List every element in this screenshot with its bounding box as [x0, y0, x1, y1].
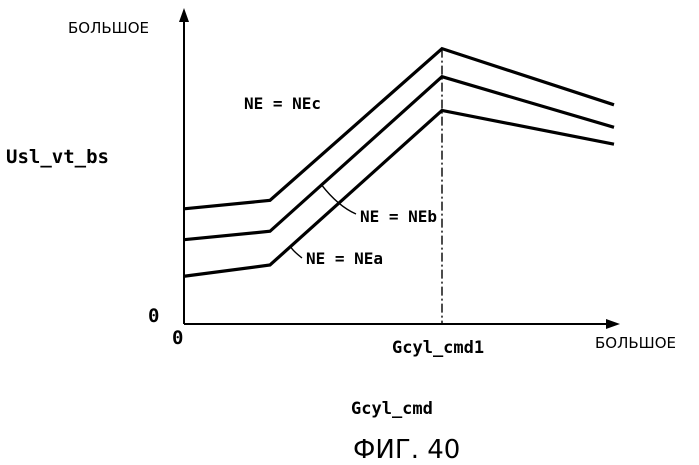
leader-line-neb	[321, 184, 357, 215]
y-axis-end-label: БОЛЬШОЕ	[68, 19, 149, 37]
series-label-nec: NE = NEc	[244, 94, 321, 113]
series-label-neb: NE = NEb	[360, 207, 437, 226]
leader-group	[289, 184, 357, 259]
y-axis-label: Usl_vt_bs	[6, 146, 109, 168]
leader-line-nea	[289, 246, 303, 259]
x-axis-arrow	[606, 319, 620, 329]
x-origin-label: 0	[172, 327, 183, 349]
series-line-nea	[183, 108, 615, 278]
series-line-nec	[183, 46, 615, 211]
series-group	[183, 46, 615, 278]
series-line-neb	[183, 74, 615, 242]
series-label-nea: NE = NEa	[306, 249, 383, 268]
gcyl-cmd1-tick-label: Gcyl_cmd1	[392, 338, 484, 358]
figure-caption: ФИГ. 40	[353, 435, 460, 465]
x-axis-label: Gcyl_cmd	[351, 399, 433, 419]
y-axis-arrow	[179, 8, 189, 22]
axes	[179, 8, 620, 329]
x-axis-end-label: БОЛЬШОЕ	[595, 334, 676, 352]
y-origin-label: 0	[148, 305, 159, 327]
